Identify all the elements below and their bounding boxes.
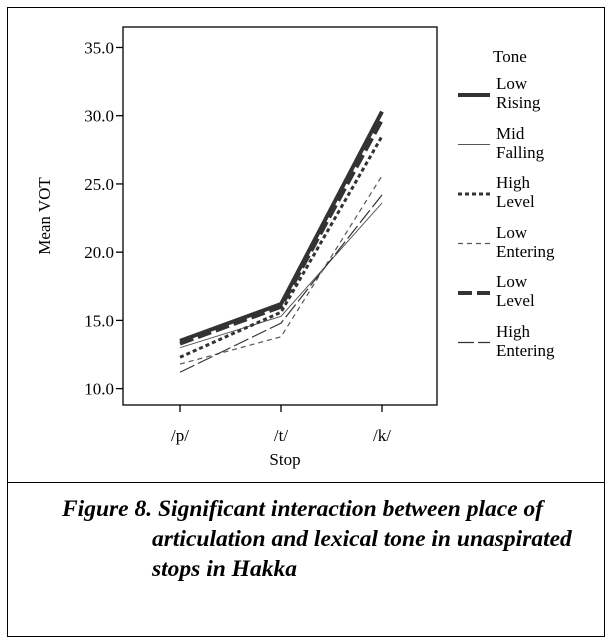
y-tick-label: 10.0: [84, 380, 114, 399]
y-axis-label: Mean VOT: [35, 177, 54, 255]
series-line: [179, 175, 383, 365]
series-line: [179, 135, 384, 359]
legend-label: Mid Falling: [496, 123, 545, 162]
caption: Figure 8. Significant interaction betwee…: [62, 496, 572, 582]
x-tick-label: /k/: [373, 426, 391, 445]
y-tick-label: 20.0: [84, 243, 114, 262]
y-tick-label: 15.0: [84, 311, 114, 330]
divider: [7, 482, 605, 483]
y-tick-label: 35.0: [84, 38, 114, 57]
plot-frame: [122, 26, 438, 406]
legend-label: High Entering: [496, 321, 555, 360]
y-tick-label: 30.0: [84, 107, 114, 126]
legend-label: Low Level: [496, 272, 535, 310]
legend-label: Low Entering: [496, 222, 555, 261]
x-tick-label: /p/: [171, 426, 189, 445]
figure-box: [7, 7, 605, 637]
legend-label: High Level: [496, 173, 535, 211]
series-line: [179, 118, 384, 346]
legend-title: Tone: [493, 47, 527, 66]
series-line: [179, 194, 383, 373]
legend-label: Low Rising: [496, 74, 541, 112]
x-tick-label: /t/: [274, 426, 288, 445]
x-axis-label: Stop: [269, 450, 300, 469]
y-tick-label: 25.0: [84, 175, 114, 194]
series-line: [179, 202, 383, 349]
series-line: [179, 110, 384, 343]
chart: Stop Mean VOT Tone 10.0 15.0 20.0 25.0 30.0 3…: [35, 26, 527, 469]
